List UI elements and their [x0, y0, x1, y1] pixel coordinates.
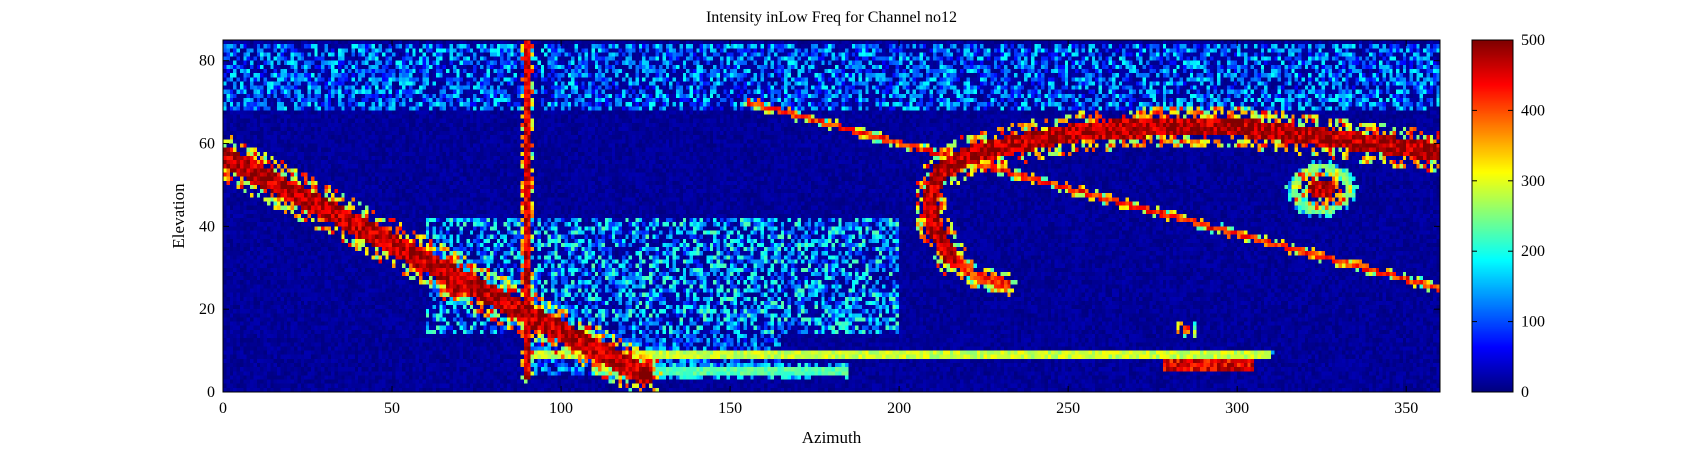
y-tick-label: 20: [199, 301, 215, 318]
colorbar-tick-label: 300: [1521, 173, 1545, 190]
colorbar-ticks: 0 100 200 300 400 500: [1472, 32, 1545, 401]
y-tick-label: 60: [199, 136, 215, 153]
x-tick-label: 100: [549, 400, 573, 417]
y-axis-label: Elevation: [169, 183, 188, 249]
colorbar-tick-label: 400: [1521, 102, 1545, 119]
x-tick-label: 150: [718, 400, 742, 417]
y-tick-label: 40: [199, 218, 215, 235]
y-tick-label: 0: [207, 384, 215, 401]
x-tick-label: 250: [1056, 400, 1080, 417]
x-tick-label: 300: [1225, 400, 1249, 417]
x-tick-label: 350: [1394, 400, 1418, 417]
colorbar-tick-label: 200: [1521, 243, 1545, 260]
colorbar-frame: [1471, 39, 1514, 393]
x-axis: 0 50 100 150 200 250 300 350: [219, 40, 1418, 417]
colorbar-tick-label: 500: [1521, 32, 1545, 49]
colorbar: [1471, 39, 1514, 393]
y-tick-label: 80: [199, 53, 215, 70]
x-tick-label: 50: [384, 400, 400, 417]
heatmap-image: [223, 40, 1440, 392]
chart-title: Intensity inLow Freq for Channel no12: [706, 9, 957, 26]
x-tick-label: 200: [887, 400, 911, 417]
x-tick-label: 0: [219, 400, 227, 417]
x-axis-label: Azimuth: [802, 428, 862, 447]
plot-frame: [222, 39, 1441, 393]
colorbar-tick-label: 0: [1521, 384, 1529, 401]
colorbar-tick-label: 100: [1521, 314, 1545, 331]
y-axis: 0 20 40 60 80: [199, 53, 1440, 401]
colorbar-gradient: [1472, 40, 1513, 392]
heatmap-plot: [222, 39, 1441, 393]
